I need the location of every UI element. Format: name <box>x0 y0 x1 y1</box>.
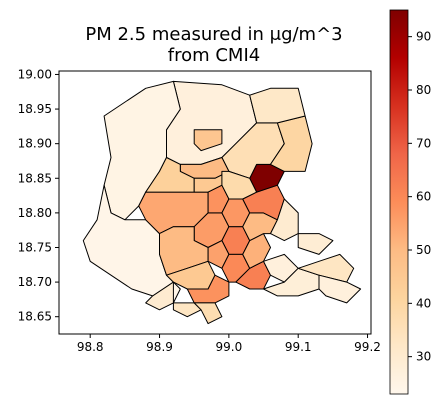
y-tick-label: 18.80 <box>18 206 52 220</box>
colorbar-tick-label: 30 <box>416 350 431 364</box>
region-north-center-d <box>221 170 258 200</box>
x-tick-label: 98.9 <box>146 340 173 354</box>
plot-frame <box>58 70 372 335</box>
region-east-right <box>270 198 299 242</box>
y-tick-label: 18.85 <box>18 171 52 185</box>
colorbar-tick-label: 80 <box>416 83 431 97</box>
chart-title-line-2: from CMI4 <box>168 45 260 66</box>
y-tick-label: 18.95 <box>18 102 52 116</box>
x-tick-label: 98.8 <box>77 340 104 354</box>
region-northeast-3 <box>249 87 306 124</box>
region-east-small <box>297 233 334 255</box>
map-regions <box>82 80 362 325</box>
x-tick-label: 99.1 <box>285 340 312 354</box>
region-center-5 <box>207 240 230 269</box>
region-north-small <box>193 129 223 152</box>
x-tick-label: 99.2 <box>354 340 381 354</box>
region-southeast-4 <box>318 274 362 304</box>
x-tick-label: 99.0 <box>216 340 243 354</box>
y-tick-label: 18.90 <box>18 137 52 151</box>
x-axis: 98.8 98.9 99.0 99.1 99.2 <box>77 334 381 354</box>
colorbar-ticks: 30 40 50 60 70 80 90 <box>408 30 431 364</box>
colorbar-tick-label: 40 <box>416 296 431 310</box>
colorbar <box>389 9 409 395</box>
y-axis: 18.65 18.70 18.75 18.80 18.85 18.90 18.95 19.00 <box>18 67 59 324</box>
y-tick-label: 18.75 <box>18 240 52 254</box>
colorbar-tick-label: 70 <box>416 136 431 150</box>
region-northeast-2 <box>270 115 313 172</box>
y-tick-label: 18.70 <box>18 275 52 289</box>
region-south-2 <box>193 302 223 325</box>
y-tick-label: 19.00 <box>18 67 52 81</box>
region-south-1 <box>172 302 202 318</box>
chart-title-line-1: PM 2.5 measured in μg/m^3 <box>85 24 342 45</box>
colorbar-tick-label: 50 <box>416 243 431 257</box>
region-southwest-1 <box>145 281 174 311</box>
colorbar-tick-label: 90 <box>416 30 431 44</box>
y-tick-label: 18.65 <box>18 310 52 324</box>
colorbar-tick-label: 60 <box>416 190 431 204</box>
